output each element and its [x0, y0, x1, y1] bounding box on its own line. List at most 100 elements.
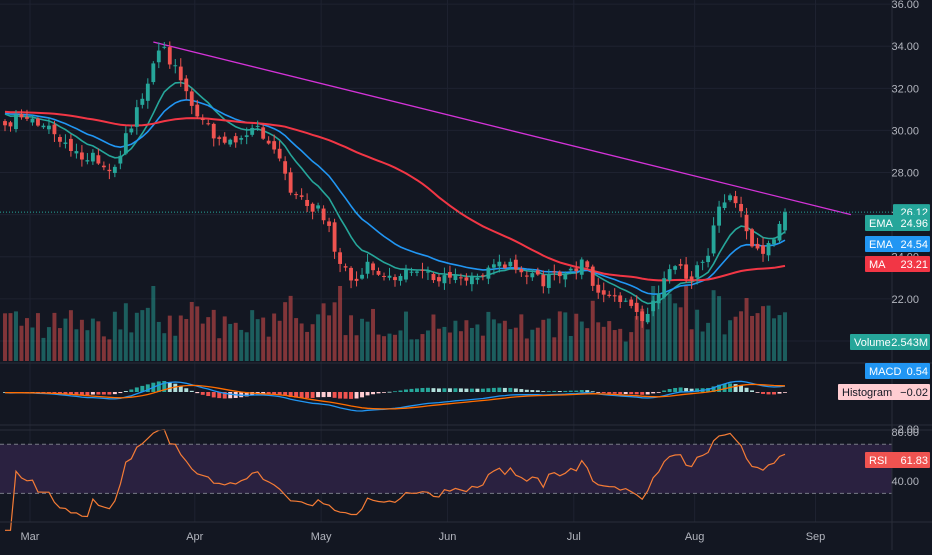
candle-body [376, 270, 381, 275]
volume-bar [596, 322, 601, 361]
volume-bar [700, 331, 705, 361]
macd-histogram-bar [557, 391, 562, 392]
candle-body [189, 91, 194, 106]
macd-histogram-bar [398, 390, 403, 392]
candle-body [722, 202, 727, 208]
candle-body [184, 78, 189, 92]
volume-bar [68, 310, 73, 361]
macd-histogram-bar [343, 392, 348, 399]
time-tick-label-mar: Mar [21, 531, 40, 543]
volume-bar [623, 341, 628, 361]
volume-bar [129, 332, 134, 361]
rsi-tick-40: 40.00 [891, 476, 919, 488]
candle-body [480, 275, 485, 277]
macd-histogram-bar [222, 392, 227, 399]
macd-histogram-bar [739, 385, 744, 392]
macd-pane [3, 380, 787, 412]
candle-body [667, 269, 672, 281]
candle-body [761, 245, 765, 254]
macd-histogram-bar [211, 392, 216, 398]
volume-bar [436, 328, 441, 361]
volume-bar [382, 336, 386, 361]
macd-histogram-bar [673, 387, 678, 392]
macd-histogram-bar [277, 392, 282, 395]
macd-histogram-bar [134, 387, 139, 392]
candle-body [140, 98, 145, 105]
macd-histogram-bar [475, 388, 480, 392]
volume-bar [57, 328, 62, 361]
trendline-layer[interactable] [0, 41, 892, 216]
macd-histogram-bar [772, 392, 776, 395]
volume-bar [711, 290, 716, 361]
time-tick-label-jul: Jul [567, 531, 581, 543]
volume-bar [79, 319, 84, 361]
macd-histogram-bar [63, 392, 68, 395]
macd-histogram-bar [420, 388, 425, 392]
histogram-label: Histogram −0.02 [838, 384, 930, 400]
macd-histogram-bar [316, 392, 321, 398]
macd-histogram-bar [145, 384, 150, 392]
volume-bar [206, 317, 211, 361]
candle-body [272, 141, 277, 150]
macd-histogram-bar [376, 392, 381, 394]
candle-body [195, 104, 200, 117]
macd-histogram-bar [783, 392, 787, 393]
ma-50-label: MA 23.21 [865, 256, 930, 272]
volume-bar [371, 308, 376, 361]
candle-body [777, 223, 782, 241]
macd-histogram-bar [173, 383, 178, 392]
volume-bar [420, 334, 425, 361]
candle-body [200, 118, 205, 121]
volume-bar [349, 315, 354, 361]
macd-histogram-bar [228, 392, 233, 399]
macd-histogram-bar [162, 381, 167, 392]
volume-bar [442, 326, 447, 361]
candle-body [371, 263, 375, 271]
volume-bar [283, 302, 288, 361]
candle-body [426, 271, 430, 273]
volume-bar [321, 303, 326, 361]
volume-bar [305, 331, 310, 361]
volume-bar [684, 286, 689, 361]
volume-bar [156, 321, 161, 361]
price-tick-label-7: 34.00 [891, 41, 919, 53]
macd-label: MACD 0.54 [865, 363, 930, 379]
volume-bar [173, 335, 178, 361]
macd-label-name: MACD [869, 366, 901, 378]
candle-body [590, 266, 595, 286]
macd-histogram-bar [299, 392, 304, 398]
volume-bar [585, 328, 590, 361]
candle-body [332, 222, 337, 252]
candle-body [3, 121, 7, 126]
ema-20-label-name: EMA [869, 239, 894, 251]
candle-body [486, 267, 491, 279]
volume-bar [491, 319, 496, 361]
grid-lines [0, 0, 892, 522]
candle-body [629, 299, 634, 306]
volume-bar [607, 321, 612, 361]
candle-body [442, 275, 447, 284]
macd-histogram-bar [272, 392, 277, 395]
rsi-pane [0, 428, 892, 531]
volume-bar [568, 335, 573, 361]
macd-histogram-bar [195, 392, 200, 394]
candle-body [772, 239, 776, 245]
candle-body [156, 50, 161, 63]
candle-body [678, 264, 683, 266]
volume-label-value: 2.543M [891, 337, 928, 349]
volume-bar [211, 309, 216, 361]
macd-histogram-bar [744, 387, 749, 392]
macd-histogram-bar [733, 384, 738, 392]
price-tick-label-8: 36.00 [891, 0, 919, 11]
macd-histogram-bar [52, 392, 57, 394]
candle-body [299, 195, 304, 197]
candle-body [217, 137, 222, 139]
macd-histogram-bar [189, 390, 194, 392]
time-tick-label-may: May [311, 531, 332, 543]
candle-body [733, 196, 738, 204]
volume-bar [409, 339, 414, 361]
macd-histogram-bar [442, 388, 447, 392]
macd-histogram-bar [541, 391, 546, 393]
candle-body [453, 275, 458, 280]
